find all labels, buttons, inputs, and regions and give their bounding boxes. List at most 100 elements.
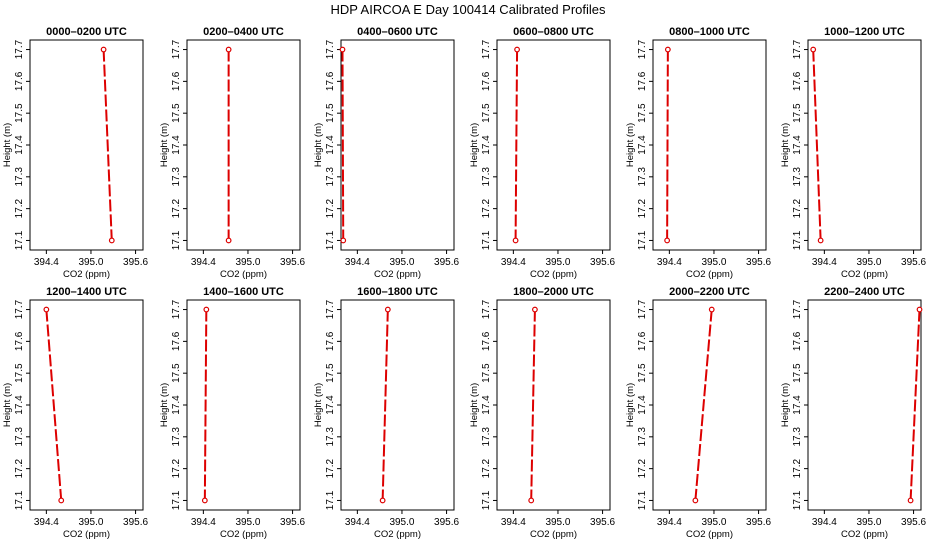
y-tick-label: 17.1: [14, 230, 25, 250]
y-tick-label: 17.4: [171, 135, 182, 155]
plot-frame: [496, 299, 611, 511]
panel-5: 0800–1000 UTC 394.4 395.0 395.6 17.1 17.2 17.3…: [625, 26, 772, 280]
y-tick-label: 17.2: [325, 458, 336, 478]
x-axis-label: CO2 (ppm): [530, 529, 577, 540]
y-tick-label: 17.2: [14, 458, 25, 478]
x-tick-label: 395.0: [856, 257, 881, 268]
y-axis-label: Height (m): [625, 383, 636, 427]
y-axis-label: Height (m): [159, 123, 170, 167]
x-tick-label: 395.0: [545, 517, 570, 528]
x-tick-label: 394.4: [501, 257, 526, 268]
x-axis-label: CO2 (ppm): [374, 529, 421, 540]
data-point: [339, 46, 346, 53]
y-tick-label: 17.7: [325, 39, 336, 59]
y-tick-label: 17.2: [481, 458, 492, 478]
x-tick-label: 395.6: [123, 257, 148, 268]
panel-title: 0400–0600 UTC: [357, 26, 438, 38]
profile-line: [812, 49, 822, 241]
x-tick-label: 395.6: [901, 257, 926, 268]
y-tick-label: 17.1: [637, 490, 648, 510]
y-tick-label: 17.5: [481, 103, 492, 123]
x-tick-label: 394.4: [812, 257, 837, 268]
data-point: [43, 306, 50, 313]
x-axis-label: CO2 (ppm): [841, 269, 888, 280]
y-axis-label: Height (m): [625, 123, 636, 167]
y-tick-label: 17.3: [325, 167, 336, 187]
x-tick-label: 394.4: [345, 517, 370, 528]
x-tick-label: 395.0: [78, 517, 103, 528]
y-tick-label: 17.6: [637, 71, 648, 91]
panel-12: 2200–2400 UTC 394.4 395.0 395.6 17.1 17.2 17.3…: [780, 286, 927, 540]
plot-frame: [186, 39, 301, 251]
panel-8: 1400–1600 UTC 394.4 395.0 395.6 17.1 17.2 17.3…: [159, 286, 306, 540]
x-tick-label: 395.0: [389, 257, 414, 268]
y-tick-label: 17.3: [325, 427, 336, 447]
x-tick-label: 395.0: [701, 517, 726, 528]
x-tick-label: 394.4: [191, 517, 216, 528]
y-tick-label: 17.4: [792, 135, 803, 155]
profile-line: [514, 49, 519, 241]
x-axis-label: CO2 (ppm): [220, 269, 267, 280]
y-tick-label: 17.6: [171, 71, 182, 91]
data-point: [692, 497, 699, 504]
y-tick-label: 17.5: [637, 103, 648, 123]
y-tick-label: 17.5: [792, 363, 803, 383]
x-tick-label: 394.4: [191, 257, 216, 268]
y-tick-label: 17.5: [481, 363, 492, 383]
y-tick-label: 17.2: [171, 458, 182, 478]
y-tick-label: 17.4: [14, 135, 25, 155]
y-tick-label: 17.7: [325, 299, 336, 319]
y-tick-label: 17.7: [792, 299, 803, 319]
profile-line: [203, 309, 208, 501]
profile-line: [381, 309, 389, 501]
y-tick-label: 17.4: [171, 395, 182, 415]
y-tick-label: 17.3: [637, 167, 648, 187]
y-tick-label: 17.1: [481, 490, 492, 510]
panel-3: 0400–0600 UTC 394.4 395.0 395.6 17.1 17.2 17.3…: [313, 26, 460, 280]
y-tick-label: 17.5: [14, 363, 25, 383]
data-point: [512, 237, 519, 244]
data-point: [201, 497, 208, 504]
y-tick-label: 17.1: [171, 490, 182, 510]
y-tick-label: 17.3: [14, 167, 25, 187]
panel-title: 1600–1800 UTC: [357, 286, 438, 298]
x-tick-label: 395.6: [746, 517, 771, 528]
y-tick-label: 17.6: [792, 331, 803, 351]
panel-title: 1000–1200 UTC: [824, 26, 905, 38]
plot-frame: [807, 299, 922, 511]
y-tick-label: 17.2: [637, 198, 648, 218]
data-point: [664, 237, 671, 244]
data-point: [810, 46, 817, 53]
data-point: [916, 306, 923, 313]
data-point: [108, 237, 115, 244]
y-tick-label: 17.4: [637, 135, 648, 155]
y-tick-label: 17.2: [792, 458, 803, 478]
profile-line: [694, 309, 713, 501]
panel-title: 1200–1400 UTC: [46, 286, 127, 298]
y-tick-label: 17.3: [481, 427, 492, 447]
x-tick-label: 395.6: [901, 517, 926, 528]
profile-line: [45, 309, 63, 501]
data-point: [907, 497, 914, 504]
data-point: [514, 46, 520, 53]
plot-frame: [186, 299, 301, 511]
panel-1: 0000–0200 UTC 394.4 395.0 395.6 17.1 17.2 17.3…: [2, 26, 149, 280]
plot-frame: [340, 39, 455, 251]
profile-line: [341, 49, 345, 241]
y-tick-label: 17.2: [14, 198, 25, 218]
y-tick-label: 17.7: [481, 39, 492, 59]
x-tick-label: 394.4: [812, 517, 837, 528]
y-tick-label: 17.2: [171, 198, 182, 218]
profile-line: [666, 49, 669, 241]
x-tick-label: 395.0: [235, 257, 260, 268]
panel-4: 0600–0800 UTC 394.4 395.0 395.6 17.1 17.2 17.3…: [469, 26, 616, 280]
y-axis-label: Height (m): [2, 383, 13, 427]
plot-frame: [29, 299, 144, 511]
y-tick-label: 17.7: [14, 299, 25, 319]
y-tick-label: 17.4: [481, 395, 492, 415]
panel-title: 2000–2200 UTC: [669, 286, 750, 298]
y-tick-label: 17.5: [171, 103, 182, 123]
figure-title: HDP AIRCOA E Day 100414 Calibrated Profi…: [330, 2, 606, 17]
y-tick-label: 17.1: [481, 230, 492, 250]
x-axis-label: CO2 (ppm): [374, 269, 421, 280]
